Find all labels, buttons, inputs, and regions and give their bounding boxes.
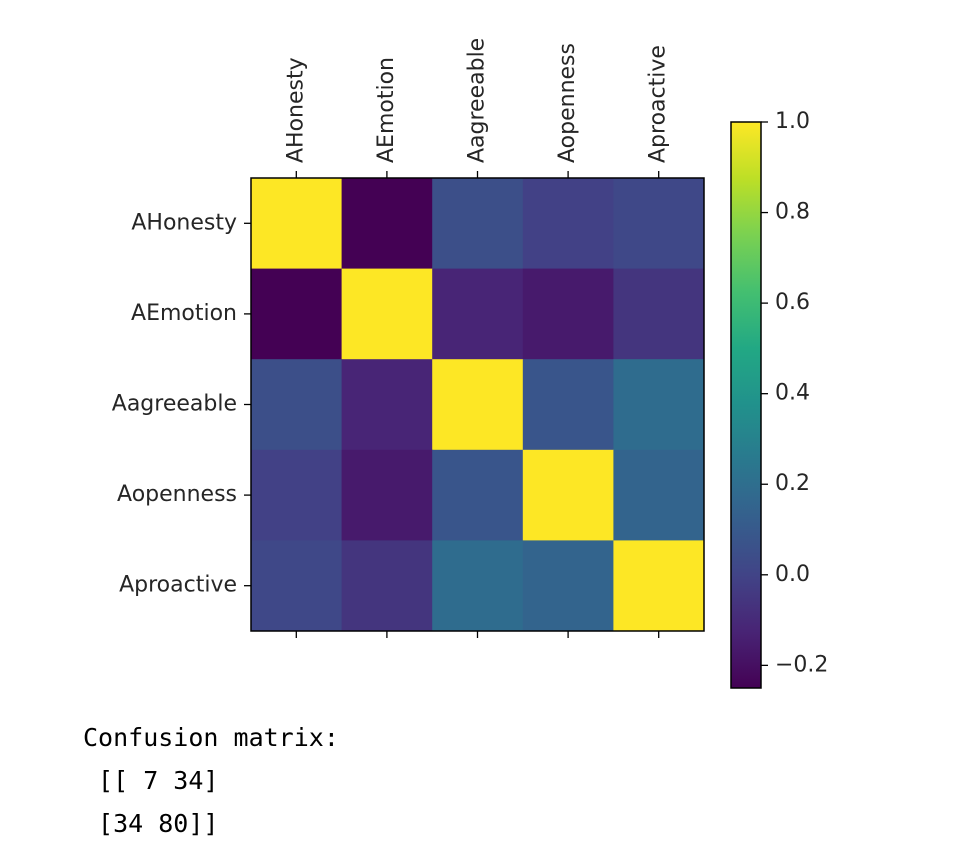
- heatmap-cell: [251, 449, 343, 541]
- heatmap-cell: [251, 540, 343, 632]
- heatmap-cell: [251, 178, 343, 270]
- heatmap-cell: [251, 268, 343, 360]
- heatmap-cell: [613, 540, 705, 632]
- heatmap-cell: [341, 449, 433, 541]
- y-tick-label: AEmotion: [131, 301, 237, 326]
- heatmap-cell: [613, 268, 705, 360]
- heatmap-cell: [341, 178, 433, 270]
- colorbar-tick-label: 0.6: [775, 290, 810, 315]
- x-axis-top: AHonesty AEmotion Aagreeable Aopenness Aproa…: [283, 38, 671, 638]
- heatmap-cell: [251, 359, 343, 451]
- heatmap-cell: [613, 449, 705, 541]
- output-header: Confusion matrix:: [83, 723, 339, 752]
- y-tick-label: Aopenness: [117, 482, 237, 507]
- heatmap-cell: [522, 359, 614, 451]
- x-tick-label: Aproactive: [646, 45, 671, 163]
- x-tick-label: AEmotion: [374, 57, 399, 163]
- heatmap-cell: [432, 268, 524, 360]
- colorbar-tick-label: 1.0: [775, 109, 810, 134]
- output-row: [[ 7 34]: [83, 766, 219, 795]
- heatmap-cell: [522, 540, 614, 632]
- heatmap-cell: [613, 178, 705, 270]
- correlation-heatmap: AHonesty AEmotion Aagreeable Aopenness Aproa…: [112, 38, 828, 689]
- colorbar-tick-label: 0.0: [775, 562, 810, 587]
- colorbar-tick-label: 0.2: [775, 471, 810, 496]
- colorbar-ticks: 1.0 0.8 0.6 0.4 0.2 0.0 −0.2: [761, 109, 828, 677]
- colorbar-tick-label: 0.4: [775, 381, 810, 406]
- x-tick-label: Aopenness: [555, 43, 580, 163]
- x-tick-label: AHonesty: [283, 57, 308, 163]
- y-tick-label: AHonesty: [131, 210, 237, 235]
- y-tick-label: Aagreeable: [112, 392, 237, 417]
- output-row: [34 80]]: [83, 809, 219, 838]
- x-tick-label: Aagreeable: [465, 38, 490, 163]
- heatmap-cell: [522, 268, 614, 360]
- confusion-matrix-output: Confusion matrix: [[ 7 34] [34 80]]: [83, 716, 339, 845]
- heatmap-cells: [251, 178, 705, 632]
- colorbar: [730, 121, 762, 689]
- heatmap-cell: [341, 268, 433, 360]
- heatmap-cell: [341, 540, 433, 632]
- colorbar-tick-label: −0.2: [775, 652, 828, 677]
- colorbar-tick-label: 0.8: [775, 200, 810, 225]
- heatmap-cell: [432, 359, 524, 451]
- heatmap-cell: [613, 359, 705, 451]
- y-axis: AHonesty AEmotion Aagreeable Aopenness Aproa…: [112, 210, 251, 598]
- heatmap-cell: [432, 540, 524, 632]
- heatmap-cell: [341, 359, 433, 451]
- heatmap-cell: [522, 178, 614, 270]
- y-tick-label: Aproactive: [119, 573, 237, 598]
- heatmap-cell: [522, 449, 614, 541]
- heatmap-cell: [432, 178, 524, 270]
- heatmap-cell: [432, 449, 524, 541]
